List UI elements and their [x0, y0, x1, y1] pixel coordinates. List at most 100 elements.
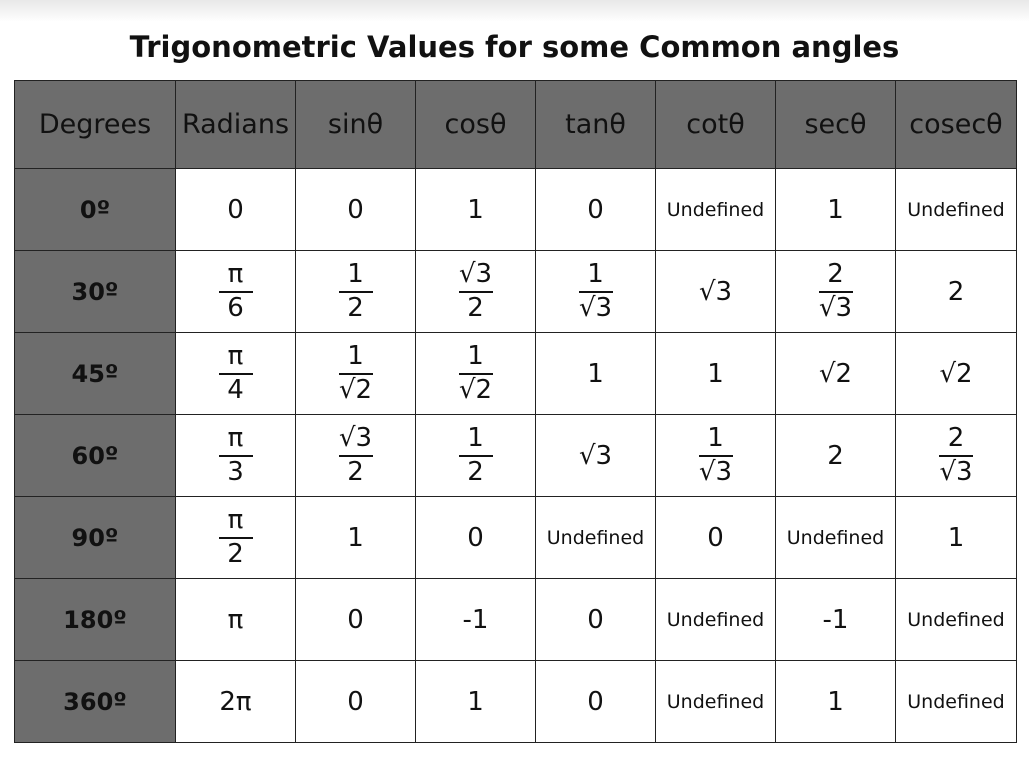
value-cell: √2: [775, 332, 896, 415]
angle-cell: 0º: [14, 168, 176, 251]
value-cell: Undefined: [655, 578, 776, 661]
fraction: √3 2: [338, 423, 373, 486]
fraction: 2 √3: [939, 423, 973, 486]
value-cell: √3: [535, 414, 656, 497]
numerator: 2: [947, 423, 965, 454]
cell-text: 0: [347, 194, 364, 225]
denominator: √2: [458, 374, 493, 405]
cell-text: 0: [467, 522, 484, 553]
numerator: π: [227, 423, 244, 454]
denominator: √3: [818, 292, 853, 323]
value-cell: Undefined: [895, 578, 1017, 661]
numerator: π: [227, 505, 244, 536]
denominator: 2: [347, 292, 364, 323]
cell-text: Undefined: [907, 198, 1005, 221]
header-cell: cotθ: [655, 80, 776, 169]
fraction-bar: [458, 290, 493, 293]
fraction-bar: [218, 454, 253, 457]
value-cell: Undefined: [535, 496, 656, 579]
numerator: √3: [338, 423, 373, 454]
header-cell: cosecθ: [895, 80, 1017, 169]
header-cell: sinθ: [295, 80, 416, 169]
cell-text: 45º: [71, 359, 119, 388]
cell-text: 90º: [71, 523, 119, 552]
cell-text: Undefined: [907, 690, 1005, 713]
fraction-bar: [338, 372, 373, 375]
value-cell: 0: [535, 578, 656, 661]
numerator: √3: [458, 259, 493, 290]
cell-text: 0: [347, 686, 364, 717]
numerator: 1: [707, 423, 724, 454]
denominator: 2: [467, 292, 484, 323]
fraction: 1 √2: [458, 342, 493, 405]
value-cell: √3 2: [295, 414, 416, 497]
value-cell: Undefined: [895, 168, 1017, 251]
cell-text: 0: [347, 604, 364, 635]
fraction: 1 √2: [338, 342, 373, 405]
top-band: [0, 0, 1029, 22]
value-cell: 0: [535, 660, 656, 743]
angle-cell: 45º: [14, 332, 176, 415]
numerator: π: [227, 341, 244, 372]
value-cell: Undefined: [655, 168, 776, 251]
value-cell: -1: [775, 578, 896, 661]
value-cell: 0: [295, 168, 416, 251]
value-cell: 2: [895, 250, 1017, 333]
fraction: 1 √3: [578, 260, 613, 322]
cell-text: 0: [707, 522, 724, 553]
fraction-bar: [218, 536, 253, 539]
denominator: 4: [227, 374, 244, 405]
cell-text: √3: [698, 276, 733, 307]
cell-text: 1: [587, 358, 604, 389]
fraction-bar: [578, 290, 613, 293]
value-cell: 1 √3: [535, 250, 656, 333]
value-cell: 2 √3: [895, 414, 1017, 497]
angle-cell: 90º: [14, 496, 176, 579]
header-cell: secθ: [775, 80, 896, 169]
cell-text: 0: [587, 686, 604, 717]
cell-text: √3: [578, 440, 613, 471]
cell-text: 1: [827, 686, 844, 717]
value-cell: 1: [775, 168, 896, 251]
fraction: √3 2: [458, 259, 493, 323]
fraction-bar: [338, 454, 373, 457]
value-cell: 1 √2: [415, 332, 536, 415]
value-cell: Undefined: [775, 496, 896, 579]
value-cell: 1: [775, 660, 896, 743]
value-cell: 2π: [175, 660, 296, 743]
cell-text: 60º: [71, 441, 119, 470]
angle-cell: 180º: [14, 578, 176, 661]
denominator: 2: [227, 538, 244, 569]
header-cell: cosθ: [415, 80, 536, 169]
cell-text: 2: [827, 440, 844, 471]
header-cell: tanθ: [535, 80, 656, 169]
cell-text: √2: [818, 358, 853, 389]
header-cell: Radians: [175, 80, 296, 169]
cell-text: Undefined: [907, 608, 1005, 631]
cell-text: Undefined: [666, 690, 765, 713]
value-cell: 1: [655, 332, 776, 415]
cell-text: -1: [462, 604, 489, 635]
angle-cell: 360º: [14, 660, 176, 743]
cell-text: 1: [467, 686, 484, 717]
value-cell: π: [175, 578, 296, 661]
fraction: 1 √3: [698, 423, 733, 486]
value-cell: 0: [175, 168, 296, 251]
cell-text: 0º: [79, 195, 111, 224]
cell-text: 1: [947, 522, 965, 553]
value-cell: 1: [415, 168, 536, 251]
fraction-bar: [698, 454, 733, 457]
denominator: √2: [338, 374, 373, 405]
value-cell: 1: [295, 496, 416, 579]
